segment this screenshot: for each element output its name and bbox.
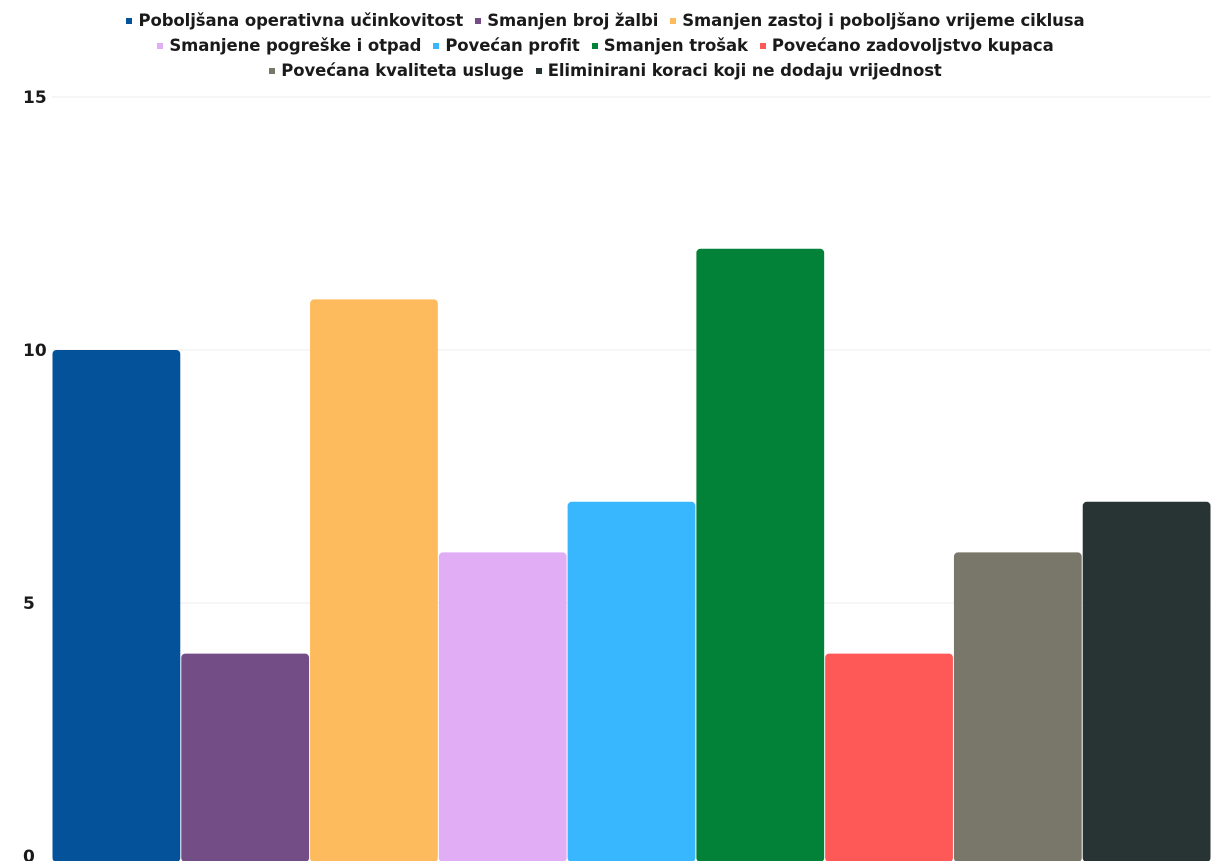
legend-label: Eliminirani koraci koji ne dodaju vrijed… [547,61,942,80]
legend-label: Smanjen trošak [603,36,748,55]
legend-swatch-icon [535,67,542,74]
legend-item[interactable]: Eliminirani koraci koji ne dodaju vrijed… [535,61,942,80]
bar-4[interactable]: Smanjene pogreške i otpad: 6 [438,552,567,861]
y-axis-ticks: 0 5 10 15 [23,88,47,861]
legend-row: Poboljšana operativna učinkovitost Smanje… [0,11,1211,30]
legend-swatch-icon [591,42,598,49]
legend-swatch-icon [759,42,766,49]
bar-7[interactable]: Povećano zadovoljstvo kupaca: 4 [825,653,953,861]
legend-row: Smanjene pogreške i otpad Povećan profit S… [0,36,1211,55]
legend-item[interactable]: Poboljšana operativna učinkovitost [126,11,463,30]
bar-1[interactable]: Poboljšana operativna učinkovitost: 10 [52,350,181,861]
legend-swatch-icon [126,17,133,24]
legend-label: Povećano zadovoljstvo kupaca [771,36,1054,55]
legend-item[interactable]: Povećana kvaliteta usluge [269,61,524,80]
bars: Poboljšana operativna učinkovitost: 10Sm… [52,248,1211,861]
legend-item[interactable]: Povećan profit [433,36,580,55]
legend-label: Smanjene pogreške i otpad [169,36,422,55]
legend-label: Povećan profit [445,36,580,55]
legend-swatch-icon [475,17,482,24]
legend-label: Smanjen broj žalbi [487,11,659,30]
legend-swatch-icon [670,17,677,24]
bar-2[interactable]: Smanjen broj žalbi: 4 [181,653,310,861]
legend-swatch-icon [157,42,164,49]
y-tick-label: 15 [23,88,47,108]
legend-label: Poboljšana operativna učinkovitost [138,11,464,30]
legend-swatch-icon [269,67,276,74]
bar-3[interactable]: Smanjen zastoj i poboljšano vrijeme cikl… [310,299,438,861]
legend-item[interactable]: Smanjen broj žalbi [475,11,658,30]
legend-item[interactable]: Povećano zadovoljstvo kupaca [759,36,1054,55]
legend-label: Povećana kvaliteta usluge [281,61,524,80]
legend: Poboljšana operativna učinkovitost Smanje… [0,0,1211,92]
y-tick-label: 10 [23,341,47,361]
legend-item[interactable]: Smanjen zastoj i poboljšano vrijeme cikl… [670,11,1085,30]
legend-swatch-icon [433,42,440,49]
bar-6[interactable]: Smanjen trošak: 12 [696,248,825,861]
bar-5[interactable]: Povećan profit: 7 [567,501,696,861]
legend-row: Povećana kvaliteta usluge Eliminirani kor… [0,61,1211,80]
legend-item[interactable]: Smanjene pogreške i otpad [157,36,421,55]
bar-9[interactable]: Eliminirani koraci koji ne dodaju vrijed… [1082,501,1211,861]
legend-item[interactable]: Smanjen trošak [591,36,748,55]
y-tick-label: 5 [23,594,35,614]
bar-8[interactable]: Povećana kvaliteta usluge: 6 [953,552,1082,861]
legend-label: Smanjen zastoj i poboljšano vrijeme cikl… [682,11,1085,30]
y-tick-label: 0 [23,847,35,861]
